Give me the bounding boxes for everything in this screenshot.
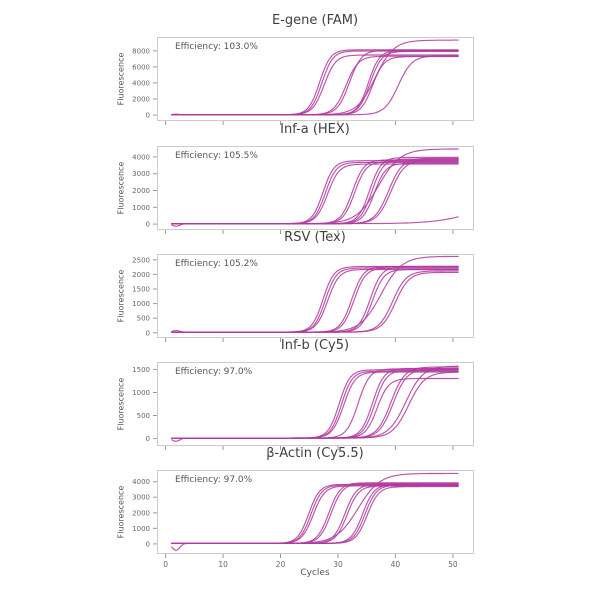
amplification-curve bbox=[171, 483, 459, 544]
y-tick-label: 500 bbox=[137, 412, 150, 420]
y-tick-label: 4000 bbox=[132, 478, 150, 486]
amplification-curve bbox=[171, 161, 459, 225]
chart-beta-actin-cy55: β-Actin (Cy5.5) Fluorescence Efficiency:… bbox=[0, 446, 600, 578]
plot-frame bbox=[157, 254, 474, 338]
chart-inf-b-cy5: Inf-b (Cy5) Fluorescence Efficiency: 97.… bbox=[0, 338, 600, 450]
amplification-curve bbox=[171, 265, 459, 333]
plot-area: 0 2000 4000 6000 8000 bbox=[132, 37, 474, 125]
plot-frame bbox=[157, 362, 474, 446]
amplification-curve bbox=[171, 159, 459, 225]
y-tick-label: 0 bbox=[146, 221, 150, 229]
chart-title: Inf-a (HEX) bbox=[280, 122, 350, 137]
amplification-curve bbox=[171, 370, 459, 439]
amplification-curve bbox=[171, 484, 459, 544]
amplification-curve bbox=[171, 368, 459, 439]
plot-area: 0 1000 2000 3000 4000 0 10 20 30 40 50 bbox=[132, 470, 474, 569]
x-axis-label: Cycles bbox=[300, 568, 330, 578]
amplification-curve bbox=[171, 365, 459, 439]
plot-area: 0 500 1000 1500 2000 2500 bbox=[132, 254, 474, 342]
x-tick-label: 50 bbox=[448, 560, 458, 569]
efficiency-annotation: Efficiency: 97.0% bbox=[175, 475, 253, 485]
chart-title: β-Actin (Cy5.5) bbox=[266, 446, 364, 461]
amplification-curve bbox=[171, 55, 459, 116]
plot-frame bbox=[157, 470, 474, 554]
amplification-curve bbox=[171, 366, 459, 439]
amplification-curve bbox=[171, 156, 459, 225]
chart-title: RSV (Tex) bbox=[284, 230, 346, 245]
amplification-curve bbox=[171, 482, 459, 544]
x-tick-label: 0 bbox=[163, 560, 168, 569]
amplification-curve bbox=[171, 55, 459, 116]
chart-rsv-tex: RSV (Tex) Fluorescence Efficiency: 105.2… bbox=[0, 230, 600, 342]
y-tick-label: 2000 bbox=[132, 96, 150, 104]
chart-inf-a-hex: Inf-a (HEX) Fluorescence Efficiency: 105… bbox=[0, 122, 600, 234]
amplification-curve bbox=[171, 371, 459, 442]
chart-title: E-gene (FAM) bbox=[271, 13, 359, 28]
amplification-curve bbox=[171, 265, 459, 333]
y-tick-label: 4000 bbox=[132, 79, 150, 87]
amplification-curve bbox=[171, 54, 459, 116]
amplification-curve bbox=[171, 158, 459, 225]
x-tick-label: 20 bbox=[276, 560, 286, 569]
amplification-curve bbox=[171, 162, 459, 227]
efficiency-annotation: Efficiency: 103.0% bbox=[175, 42, 258, 52]
amplification-curve bbox=[171, 267, 459, 333]
y-tick-label: 500 bbox=[137, 315, 150, 323]
y-tick-label: 0 bbox=[146, 112, 150, 120]
y-tick-label: 2500 bbox=[132, 256, 150, 264]
efficiency-annotation: Efficiency: 105.5% bbox=[175, 151, 258, 161]
y-tick-label: 8000 bbox=[132, 47, 150, 55]
y-tick-label: 0 bbox=[146, 540, 150, 548]
y-tick-label: 3000 bbox=[132, 170, 150, 178]
y-tick-label: 1000 bbox=[132, 300, 150, 308]
amplification-curve bbox=[171, 271, 459, 333]
amplification-curve bbox=[171, 483, 459, 544]
plot-area: 0 500 1000 1500 bbox=[132, 362, 474, 450]
amplification-curve bbox=[171, 371, 459, 439]
plot-area: 0 1000 2000 3000 4000 bbox=[132, 146, 474, 234]
amplification-curve bbox=[171, 157, 459, 225]
amplification-curve bbox=[171, 56, 459, 116]
amplification-curve bbox=[171, 485, 459, 544]
y-tick-label: 0 bbox=[146, 435, 150, 443]
x-tick-label: 40 bbox=[391, 560, 401, 569]
y-tick-label: 4000 bbox=[132, 153, 150, 161]
y-tick-label: 0 bbox=[146, 329, 150, 337]
y-tick-label: 6000 bbox=[132, 63, 150, 71]
y-tick-label: 2000 bbox=[132, 509, 150, 517]
amplification-curve bbox=[171, 267, 459, 333]
amplification-curve bbox=[171, 377, 459, 439]
y-tick-label: 1500 bbox=[132, 366, 150, 374]
y-tick-label: 1000 bbox=[132, 389, 150, 397]
y-tick-label: 2000 bbox=[132, 187, 150, 195]
chart-e-gene-fam: E-gene (FAM) Fluorescence Efficiency: 10… bbox=[0, 13, 600, 125]
amplification-curve bbox=[171, 369, 459, 439]
y-tick-label: 2000 bbox=[132, 271, 150, 279]
plot-frame bbox=[157, 37, 474, 121]
amplification-curve bbox=[171, 486, 459, 544]
amplification-curve bbox=[171, 159, 459, 225]
amplification-curve bbox=[171, 160, 459, 225]
plot-frame bbox=[157, 146, 474, 230]
x-tick-label: 30 bbox=[333, 560, 343, 569]
amplification-curve bbox=[171, 160, 459, 225]
amplification-curve bbox=[171, 483, 459, 544]
chart-title: Inf-b (Cy5) bbox=[280, 338, 350, 353]
y-tick-label: 1000 bbox=[132, 525, 150, 533]
y-tick-label: 3000 bbox=[132, 494, 150, 502]
y-tick-label: 1000 bbox=[132, 204, 150, 212]
amplification-curve bbox=[171, 484, 459, 544]
amplification-curve bbox=[171, 368, 459, 439]
y-tick-label: 1500 bbox=[132, 286, 150, 294]
efficiency-annotation: Efficiency: 105.2% bbox=[175, 259, 258, 269]
amplification-curve bbox=[171, 482, 459, 544]
amplification-curve bbox=[171, 216, 459, 225]
amplification-curve bbox=[171, 369, 459, 439]
x-tick-label: 10 bbox=[218, 560, 228, 569]
amplification-curve bbox=[170, 485, 459, 551]
efficiency-annotation: Efficiency: 97.0% bbox=[175, 367, 253, 377]
amplification-curve bbox=[171, 265, 459, 333]
